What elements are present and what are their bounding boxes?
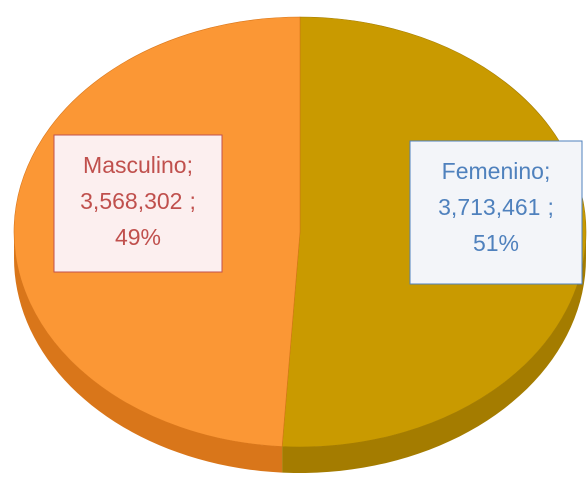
separator: ;: [547, 194, 553, 220]
label-line: 3,568,302;: [80, 188, 196, 214]
data-label: Femenino;3,713,461 ;51%: [409, 140, 583, 285]
percentage-label: 49%: [115, 224, 161, 250]
data-label-box: [53, 134, 223, 273]
separator: ;: [187, 152, 193, 178]
separator: ;: [544, 158, 550, 184]
separator: ;: [189, 188, 195, 214]
label-line: Masculino;: [83, 152, 193, 178]
data-label: Masculino;3,568,302 ;49%: [53, 134, 223, 273]
percentage-label: 51%: [473, 230, 519, 256]
value-label: 3,568,302: [80, 188, 182, 214]
slice-side: [282, 232, 586, 473]
value-label: 3,713,461: [438, 194, 540, 220]
category-label: Femenino: [442, 158, 544, 184]
label-line: Femenino;: [442, 158, 551, 184]
slice-side: [14, 232, 283, 473]
data-label-box: [409, 140, 583, 285]
category-label: Masculino: [83, 152, 187, 178]
label-line: 3,713,461;: [438, 194, 554, 220]
